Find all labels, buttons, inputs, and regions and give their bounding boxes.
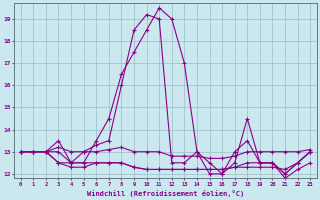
X-axis label: Windchill (Refroidissement éolien,°C): Windchill (Refroidissement éolien,°C) — [87, 190, 244, 197]
